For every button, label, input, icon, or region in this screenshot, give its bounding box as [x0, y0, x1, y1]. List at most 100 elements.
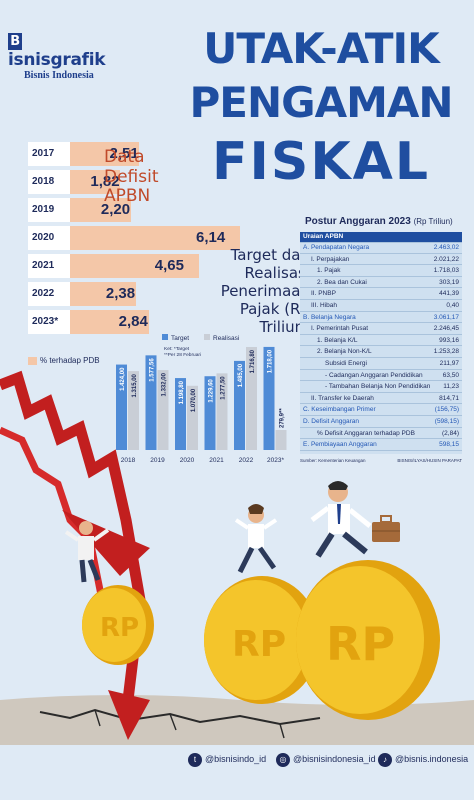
postur-row: Subsidi Energi 211,97: [300, 359, 462, 370]
bar-value-label: 1.315,00: [132, 373, 138, 397]
postur-row: I. Pemerintah Pusat 2.246,45: [300, 324, 462, 335]
social-tiktok[interactable]: ♪ @bisnis.indonesia: [378, 748, 468, 770]
postur-row-label: - Cadangan Anggaran Pendidikan: [325, 371, 423, 379]
postur-row-label: E. Pembiayaan Anggaran: [303, 441, 377, 449]
deficit-value-label: 2,38: [105, 285, 136, 302]
postur-table: Uraian APBN A. Pendapatan Negara 2.463,02…: [300, 232, 462, 454]
postur-row-value: (2,84): [442, 429, 459, 437]
target-bar: [175, 378, 186, 450]
postur-row: 2. Belanja Non-K/L 1.253,28: [300, 347, 462, 358]
legend-swatch: [162, 334, 168, 340]
deficit-year-label: 2023*: [28, 310, 70, 334]
deficit-bar: [70, 310, 149, 334]
postur-row-value: 303,19: [439, 278, 459, 286]
postur-row-label: Subsidi Energi: [325, 360, 367, 367]
realisasi-bar: [275, 430, 287, 450]
postur-title: Postur Anggaran 2023 (Rp Triliun): [305, 216, 453, 227]
person-running-man: [310, 481, 372, 558]
coin-medium: RP: [204, 576, 320, 704]
postur-row: 1. Pajak 1.718,03: [300, 266, 462, 277]
bar-value-label: 1.229,60: [209, 379, 215, 403]
bar-value-label: 1.277,50: [221, 376, 227, 400]
postur-row: 1. Belanja K/L 993,16: [300, 336, 462, 347]
tiktok-icon: ♪: [378, 752, 392, 767]
legend-label: Target: [171, 335, 189, 342]
deficit-chart-title: Data Defisit APBN: [104, 147, 159, 207]
bar-value-label: 279,9**: [280, 408, 286, 428]
chart-note: **Per 28 Februari: [164, 352, 201, 358]
red-arrow-head-bottom: [108, 690, 150, 740]
realisasi-bar: [187, 385, 198, 450]
deficit-bar: [70, 198, 131, 222]
bar-value-label: 1.718,00: [268, 349, 274, 373]
briefcase-icon: [372, 515, 400, 542]
postur-row-label: A. Pendapatan Negara: [303, 244, 370, 251]
social-footer: t @bisnisindo_id ◎ @bisnisindonesia_id ♪ @b…: [160, 748, 470, 770]
postur-row-value: 3.061,17: [433, 313, 459, 321]
person-running-woman: [234, 504, 278, 574]
deficit-bar: [70, 142, 140, 166]
postur-row-label: I. Perpajakan: [311, 255, 350, 263]
legend-label: % terhadap PDB: [40, 356, 100, 365]
x-tick-label: 2023*: [267, 457, 284, 464]
revenue-bar-chart: Target Realisasi Ket: *Target**Per 28 Febr…: [116, 334, 287, 464]
postur-row: A. Pendapatan Negara 2.463,02: [300, 243, 462, 254]
realisasi-bar: [128, 371, 139, 450]
deficit-legend: % terhadap PDB: [28, 356, 100, 365]
x-tick-label: 2018: [121, 457, 136, 464]
postur-row-value: 598,15: [439, 441, 459, 449]
x-tick-label: 2020: [180, 457, 195, 464]
social-twitter[interactable]: t @bisnisindo_id: [188, 748, 266, 770]
twitter-handle: @bisnisindo_id: [205, 754, 267, 764]
bar-value-label: 1.198,80: [179, 380, 185, 404]
postur-row: C. Keseimbangan Primer (156,75): [300, 405, 462, 416]
headline-line-1: UTAK-ATIK: [203, 24, 439, 73]
postur-row: II. PNBP 441,39: [300, 289, 462, 300]
postur-row: II. Transfer ke Daerah 814,71: [300, 394, 462, 405]
social-instagram[interactable]: ◎ @bisnisindonesia_id: [276, 748, 376, 770]
svg-text:RP: RP: [326, 617, 395, 671]
chart-note: Ket: *Target: [164, 346, 190, 352]
postur-unit: (Rp Triliun): [413, 217, 453, 226]
deficit-bar: [70, 226, 240, 250]
realisasi-bar: [157, 370, 169, 450]
deficit-bar: [70, 170, 121, 194]
target-bar: [234, 360, 245, 450]
postur-row: 2. Bea dan Cukai 303,19: [300, 278, 462, 289]
revenue-chart-title: Target dan Realisasi Penerimaan Pajak (R…: [192, 246, 310, 336]
postur-row-label: 1. Belanja K/L: [317, 336, 358, 344]
deficit-value-label: 2,20: [100, 201, 131, 218]
legend-swatch: [28, 356, 37, 365]
postur-row: % Defisit Anggaran terhadap PDB (2,84): [300, 429, 462, 440]
deficit-year-label: 2022: [28, 282, 70, 306]
source-text: Sumber: Kementerian Keuangan: [300, 458, 366, 463]
postur-row-value: (598,15): [434, 418, 459, 425]
headline-line-3: FISKAL: [212, 132, 430, 192]
deficit-bar: [70, 254, 199, 278]
deficit-bar: [70, 282, 136, 306]
postur-row-value: 1.253,28: [433, 348, 459, 356]
postur-row-label: - Tambahan Belanja Non Pendidikan: [325, 383, 431, 391]
bar-value-label: 1.424,00: [120, 367, 126, 391]
logo-text: isnisgrafik: [8, 50, 106, 70]
postur-row-label: % Defisit Anggaran terhadap PDB: [317, 429, 415, 437]
deficit-value-label: 2,51: [109, 145, 139, 162]
coin-small: RP: [82, 585, 154, 665]
bar-value-label: 1.485,00: [238, 363, 244, 387]
deficit-year-label: 2021: [28, 254, 70, 278]
postur-row-value: 1.718,03: [433, 267, 459, 275]
postur-row: - Tambahan Belanja Non Pendidikan 11,23: [300, 382, 462, 393]
bar-value-label: 1.332,00: [162, 372, 168, 396]
postur-title-text: Postur Anggaran 2023: [305, 216, 411, 227]
brand-logo: Bisnisgrafik Bisnis Indonesia: [8, 30, 120, 81]
postur-header-label: Uraian APBN: [303, 233, 344, 240]
postur-row-value: 993,16: [439, 336, 459, 344]
bar-value-label: 1.070,00: [191, 388, 197, 412]
deficit-year-label: 2019: [28, 198, 70, 222]
target-bar: [145, 355, 157, 450]
postur-row: E. Pembiayaan Anggaran 598,15: [300, 440, 462, 451]
target-bar: [263, 346, 275, 450]
x-tick-label: 2022: [239, 457, 254, 464]
legend-swatch: [204, 334, 210, 340]
